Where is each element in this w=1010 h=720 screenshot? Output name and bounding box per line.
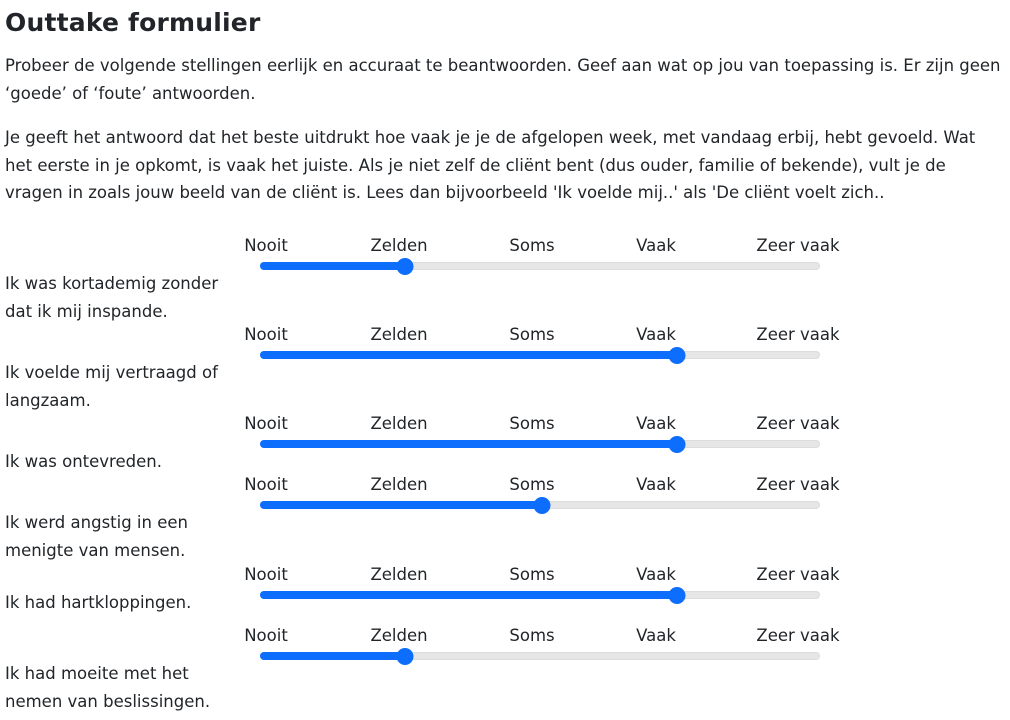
scale-label: Soms xyxy=(509,475,555,494)
scale-label: Zeer vaak xyxy=(756,475,840,494)
slider-thumb[interactable] xyxy=(533,497,551,514)
frequency-slider[interactable] xyxy=(260,258,820,275)
scale-label: Soms xyxy=(509,565,555,584)
scale-label: Vaak xyxy=(636,626,676,645)
scale-label: Vaak xyxy=(636,565,676,584)
scale-label: Nooit xyxy=(244,626,288,645)
scale-label: Vaak xyxy=(636,414,676,433)
slider-fill xyxy=(260,652,404,660)
slider-thumb[interactable] xyxy=(396,648,414,665)
slider-fill xyxy=(260,440,676,448)
scale-label: Soms xyxy=(509,626,555,645)
scale-label: Soms xyxy=(509,325,555,344)
scale-label: Nooit xyxy=(244,325,288,344)
frequency-slider[interactable] xyxy=(260,587,820,604)
question-text: Ik had moeite met het nemen van beslissi… xyxy=(5,664,211,711)
scale-label: Zelden xyxy=(370,565,428,584)
slider-fill xyxy=(260,501,541,509)
scale-label: Zeer vaak xyxy=(756,626,840,645)
scale-label: Zelden xyxy=(370,325,428,344)
scale-label: Nooit xyxy=(244,565,288,584)
scale-label: Zelden xyxy=(370,626,428,645)
slider-thumb[interactable] xyxy=(668,587,686,604)
question-text: Ik was ontevreden. xyxy=(5,452,162,471)
scale-label: Nooit xyxy=(244,414,288,433)
slider-fill xyxy=(260,591,676,599)
page-title: Outtake formulier xyxy=(5,8,261,37)
slider-fill xyxy=(260,351,676,359)
scale-label: Soms xyxy=(509,414,555,433)
question-text: Ik had hartkloppingen. xyxy=(5,593,192,612)
frequency-slider[interactable] xyxy=(260,648,820,665)
scale-label: Zeer vaak xyxy=(756,325,840,344)
slider-thumb[interactable] xyxy=(668,436,686,453)
question-text: Ik was kortademig zonder dat ik mij insp… xyxy=(5,274,219,321)
scale-label: Vaak xyxy=(636,325,676,344)
slider-thumb[interactable] xyxy=(396,258,414,275)
scale-label: Soms xyxy=(509,236,555,255)
intro-paragraph-2: Je geeft het antwoord dat het beste uitd… xyxy=(5,128,976,202)
frequency-slider[interactable] xyxy=(260,436,820,453)
frequency-slider[interactable] xyxy=(260,497,820,514)
scale-label: Nooit xyxy=(244,236,288,255)
slider-fill xyxy=(260,262,404,270)
intro-paragraph-1: Probeer de volgende stellingen eerlijk e… xyxy=(5,56,1001,103)
question-text: Ik werd angstig in een menigte van mense… xyxy=(5,513,188,560)
scale-label: Zelden xyxy=(370,414,428,433)
scale-label: Vaak xyxy=(636,236,676,255)
frequency-slider[interactable] xyxy=(260,347,820,364)
scale-label: Vaak xyxy=(636,475,676,494)
scale-label: Zeer vaak xyxy=(756,236,840,255)
scale-label: Nooit xyxy=(244,475,288,494)
slider-thumb[interactable] xyxy=(668,347,686,364)
scale-label: Zeer vaak xyxy=(756,414,840,433)
scale-label: Zelden xyxy=(370,236,428,255)
scale-label: Zeer vaak xyxy=(756,565,840,584)
scale-label: Zelden xyxy=(370,475,428,494)
question-text: Ik voelde mij vertraagd of langzaam. xyxy=(5,363,218,410)
